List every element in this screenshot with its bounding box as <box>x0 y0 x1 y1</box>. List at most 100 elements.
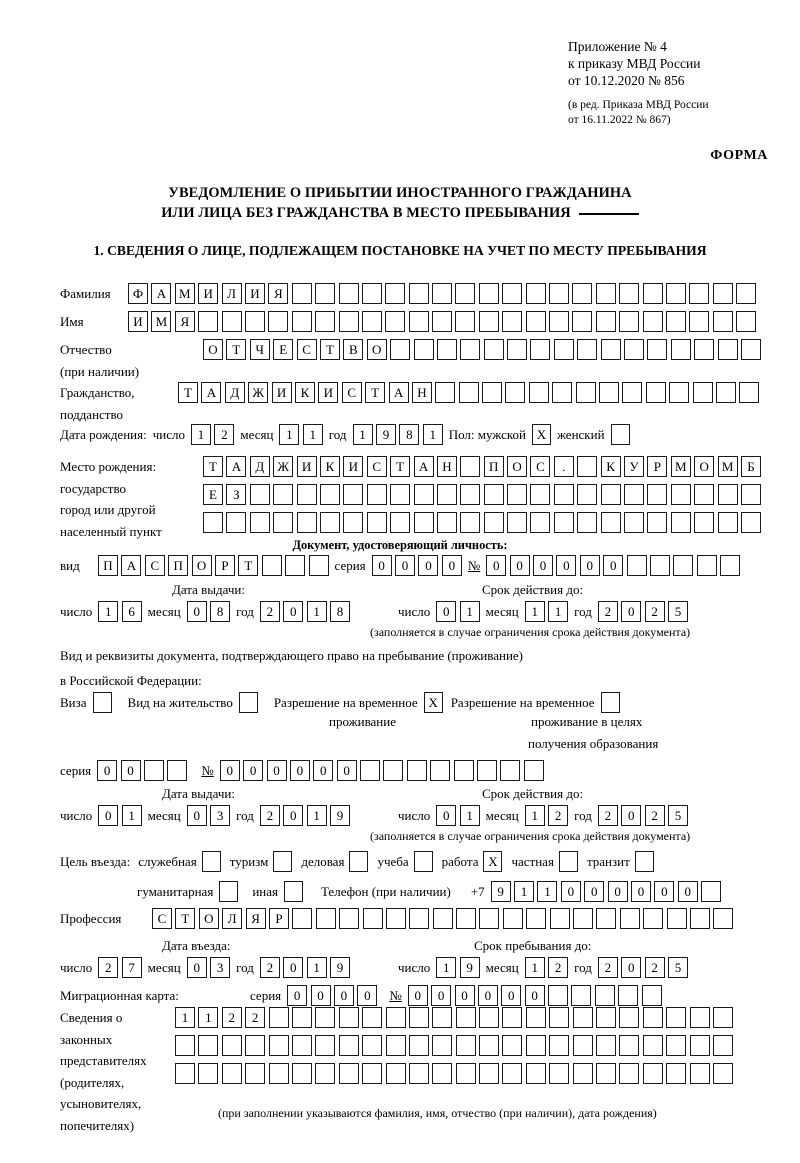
char-box[interactable] <box>572 311 593 332</box>
char-box[interactable] <box>432 311 453 332</box>
char-box[interactable] <box>249 484 270 505</box>
char-box[interactable]: Е <box>273 339 294 360</box>
char-box[interactable]: 0 <box>287 985 308 1006</box>
char-box[interactable]: Ж <box>248 382 269 403</box>
char-box[interactable] <box>483 512 504 533</box>
char-box[interactable]: Р <box>214 555 235 576</box>
char-box[interactable]: И <box>343 456 364 477</box>
char-box[interactable]: 0 <box>631 881 651 902</box>
char-box[interactable] <box>296 484 317 505</box>
char-box[interactable] <box>435 382 456 403</box>
char-box[interactable] <box>694 512 715 533</box>
char-box[interactable] <box>720 555 741 576</box>
char-box[interactable] <box>600 512 621 533</box>
char-box[interactable] <box>436 512 457 533</box>
char-box[interactable] <box>647 512 668 533</box>
char-box[interactable] <box>642 1035 663 1056</box>
char-box[interactable]: Б <box>740 456 761 477</box>
char-box[interactable] <box>296 512 317 533</box>
char-box[interactable] <box>455 283 476 304</box>
other-purpose-checkbox[interactable] <box>283 881 303 902</box>
char-box[interactable] <box>502 908 523 929</box>
char-box[interactable]: 1 <box>306 805 327 826</box>
char-box[interactable] <box>408 1007 429 1028</box>
char-box[interactable] <box>413 484 434 505</box>
char-box[interactable]: Т <box>178 382 198 403</box>
residence-permit-checkbox[interactable] <box>238 692 258 713</box>
char-box[interactable] <box>315 311 336 332</box>
char-box[interactable] <box>221 311 242 332</box>
char-box[interactable] <box>595 283 616 304</box>
char-box[interactable]: Ф <box>128 283 148 304</box>
birthplace-input-3[interactable] <box>203 512 761 533</box>
char-box[interactable]: 0 <box>283 957 304 978</box>
char-box[interactable]: 0 <box>283 601 304 622</box>
char-box[interactable]: 1 <box>548 601 569 622</box>
char-box[interactable]: И <box>271 382 292 403</box>
char-box[interactable]: 0 <box>621 805 642 826</box>
char-box[interactable] <box>595 311 616 332</box>
char-box[interactable]: 0 <box>310 985 331 1006</box>
char-box[interactable]: Н <box>411 382 432 403</box>
char-box[interactable] <box>713 908 734 929</box>
char-box[interactable] <box>479 1063 500 1084</box>
char-box[interactable]: М <box>717 456 738 477</box>
char-box[interactable]: 0 <box>436 805 457 826</box>
char-box[interactable] <box>548 985 569 1006</box>
char-box[interactable] <box>385 311 406 332</box>
char-box[interactable] <box>453 760 474 781</box>
char-box[interactable] <box>530 484 551 505</box>
char-box[interactable] <box>740 339 761 360</box>
char-box[interactable]: С <box>296 339 317 360</box>
char-box[interactable]: 1 <box>524 957 545 978</box>
char-box[interactable] <box>525 311 546 332</box>
char-box[interactable]: 1 <box>198 1007 219 1028</box>
char-box[interactable] <box>696 555 717 576</box>
char-box[interactable] <box>455 311 476 332</box>
char-box[interactable]: 2 <box>644 601 665 622</box>
char-box[interactable] <box>436 339 457 360</box>
char-box[interactable]: 3 <box>210 805 231 826</box>
char-box[interactable] <box>647 484 668 505</box>
char-box[interactable] <box>594 985 615 1006</box>
char-box[interactable] <box>600 484 621 505</box>
char-box[interactable] <box>362 1035 383 1056</box>
char-box[interactable] <box>642 283 663 304</box>
char-box[interactable]: 0 <box>654 881 675 902</box>
char-box[interactable]: 1 <box>190 424 211 445</box>
char-box[interactable]: М <box>670 456 691 477</box>
char-box[interactable] <box>385 908 406 929</box>
char-box[interactable]: Я <box>174 311 195 332</box>
char-box[interactable] <box>361 283 382 304</box>
char-box[interactable]: 2 <box>259 601 280 622</box>
char-box[interactable] <box>577 339 598 360</box>
char-box[interactable]: У <box>624 456 645 477</box>
char-box[interactable] <box>577 484 598 505</box>
char-box[interactable]: 0 <box>266 760 287 781</box>
char-box[interactable] <box>460 456 481 477</box>
char-box[interactable] <box>338 283 359 304</box>
char-box[interactable]: О <box>507 456 528 477</box>
char-box[interactable] <box>315 1063 336 1084</box>
char-box[interactable]: Т <box>175 908 196 929</box>
char-box[interactable]: Д <box>224 382 245 403</box>
char-box[interactable] <box>432 908 453 929</box>
char-box[interactable]: Т <box>238 555 259 576</box>
char-box[interactable] <box>502 283 523 304</box>
char-box[interactable]: Ж <box>273 456 294 477</box>
char-box[interactable] <box>619 311 640 332</box>
char-box[interactable] <box>308 555 329 576</box>
char-box[interactable] <box>319 484 340 505</box>
char-box[interactable] <box>712 1063 733 1084</box>
char-box[interactable]: 7 <box>121 957 142 978</box>
char-box[interactable] <box>669 382 690 403</box>
